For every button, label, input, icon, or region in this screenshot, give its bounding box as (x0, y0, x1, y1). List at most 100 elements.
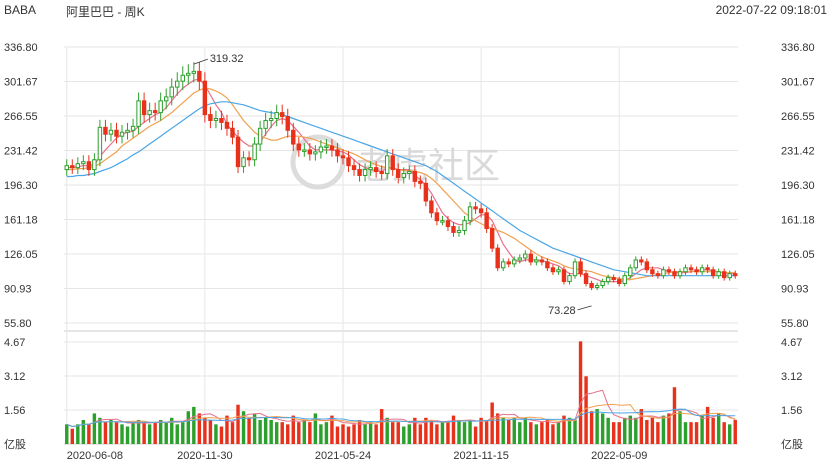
candle-body (213, 118, 219, 121)
volume-bar (623, 417, 627, 444)
candle-body (125, 129, 130, 133)
candle-body (694, 269, 699, 273)
candle-body (710, 269, 716, 277)
volume-bar (578, 341, 583, 444)
volume-bar (225, 415, 229, 444)
volume-bar (545, 419, 550, 444)
candle-body (302, 149, 307, 152)
candle-body (158, 100, 163, 114)
candle-body (545, 261, 550, 269)
volume-bar (263, 417, 268, 444)
volume-bar (368, 422, 373, 444)
volume-bar (457, 419, 461, 444)
candle-body (268, 118, 274, 121)
candle-body (550, 267, 556, 273)
volume-bar (645, 419, 649, 444)
candle-body (169, 86, 174, 98)
annotation-high: 319.32 (210, 53, 244, 65)
volume-bar (413, 417, 417, 444)
volume-bar (733, 419, 737, 444)
y-tick-label: 301.67 (781, 77, 815, 89)
candle-body (639, 259, 644, 263)
volume-bar (429, 419, 434, 444)
volume-bar (158, 419, 163, 444)
candle-body (390, 155, 395, 171)
volume-bar (396, 422, 400, 444)
volume-bar (562, 415, 566, 444)
candle-body (418, 180, 423, 184)
volume-bar (490, 402, 494, 444)
ma20-line (66, 101, 736, 277)
candle-body (650, 269, 655, 275)
volume-bar (484, 419, 489, 444)
volume-bar (656, 422, 660, 444)
volume-bar (252, 413, 257, 444)
volume-bar (551, 424, 555, 444)
grid-lines (64, 46, 738, 445)
volume-bar (203, 417, 207, 444)
candle-body (64, 165, 69, 171)
volume-bar (462, 422, 467, 444)
candle-body (108, 129, 114, 135)
candle-body (733, 273, 738, 277)
volume-bars (65, 341, 737, 444)
candle-body (478, 208, 484, 214)
candle-body (396, 169, 401, 178)
price-axis-right: 336.80 301.67 266.55 231.42 196.30 161.18 126.… (781, 42, 815, 451)
candle-body (484, 212, 489, 230)
volume-average-lines (66, 389, 736, 428)
candle-body (677, 271, 683, 277)
candle-body (716, 271, 721, 277)
candle-body (280, 112, 285, 118)
candle-body (556, 269, 561, 273)
candle-body (462, 220, 467, 231)
y-tick-label: 161.18 (4, 215, 38, 227)
candle-body (440, 220, 445, 223)
candle-body (445, 220, 451, 228)
candle-body (489, 228, 495, 249)
volume-bar (335, 426, 340, 444)
candle-body (628, 267, 633, 277)
candle-body (589, 283, 594, 288)
candle-body (594, 284, 600, 288)
candle-body (633, 259, 639, 269)
volume-bar (352, 424, 356, 444)
candle-body (434, 212, 440, 222)
volume-bar (181, 422, 185, 444)
y-tick-label: 336.80 (4, 42, 38, 54)
candle-body (644, 261, 650, 271)
candle-body (163, 96, 169, 102)
volume-bar (700, 415, 704, 444)
candle-body (180, 74, 185, 82)
volume-bar (722, 422, 726, 444)
candle-body (230, 127, 235, 138)
candle-body (362, 169, 368, 176)
volume-bar (346, 426, 351, 444)
x-tick-label: 2020-06-08 (67, 450, 123, 462)
volume-bar (650, 417, 655, 444)
candle-body (152, 110, 158, 114)
volume-bar (236, 404, 240, 444)
candle-body (506, 261, 511, 265)
candle-body (285, 116, 290, 131)
candle-body (705, 267, 710, 271)
volume-tick-label: 3.12 (781, 371, 802, 383)
x-tick-label: 2021-11-15 (453, 450, 508, 462)
volume-tick-label: 1.56 (4, 405, 25, 417)
volume-bar (435, 424, 439, 444)
volume-bar (125, 426, 130, 444)
candle-body (578, 261, 583, 275)
candle-body (561, 269, 567, 283)
volume-bar (479, 417, 483, 444)
volume-bar (175, 424, 179, 444)
volume-ma5-line (66, 389, 736, 428)
candlesticks (64, 62, 738, 291)
candle-body (324, 145, 329, 149)
volume-bar (689, 422, 693, 444)
volume-bar (291, 415, 295, 444)
candle-body (721, 271, 727, 279)
candle-body (523, 253, 528, 259)
volume-bar (507, 419, 511, 444)
candle-body (313, 151, 318, 155)
